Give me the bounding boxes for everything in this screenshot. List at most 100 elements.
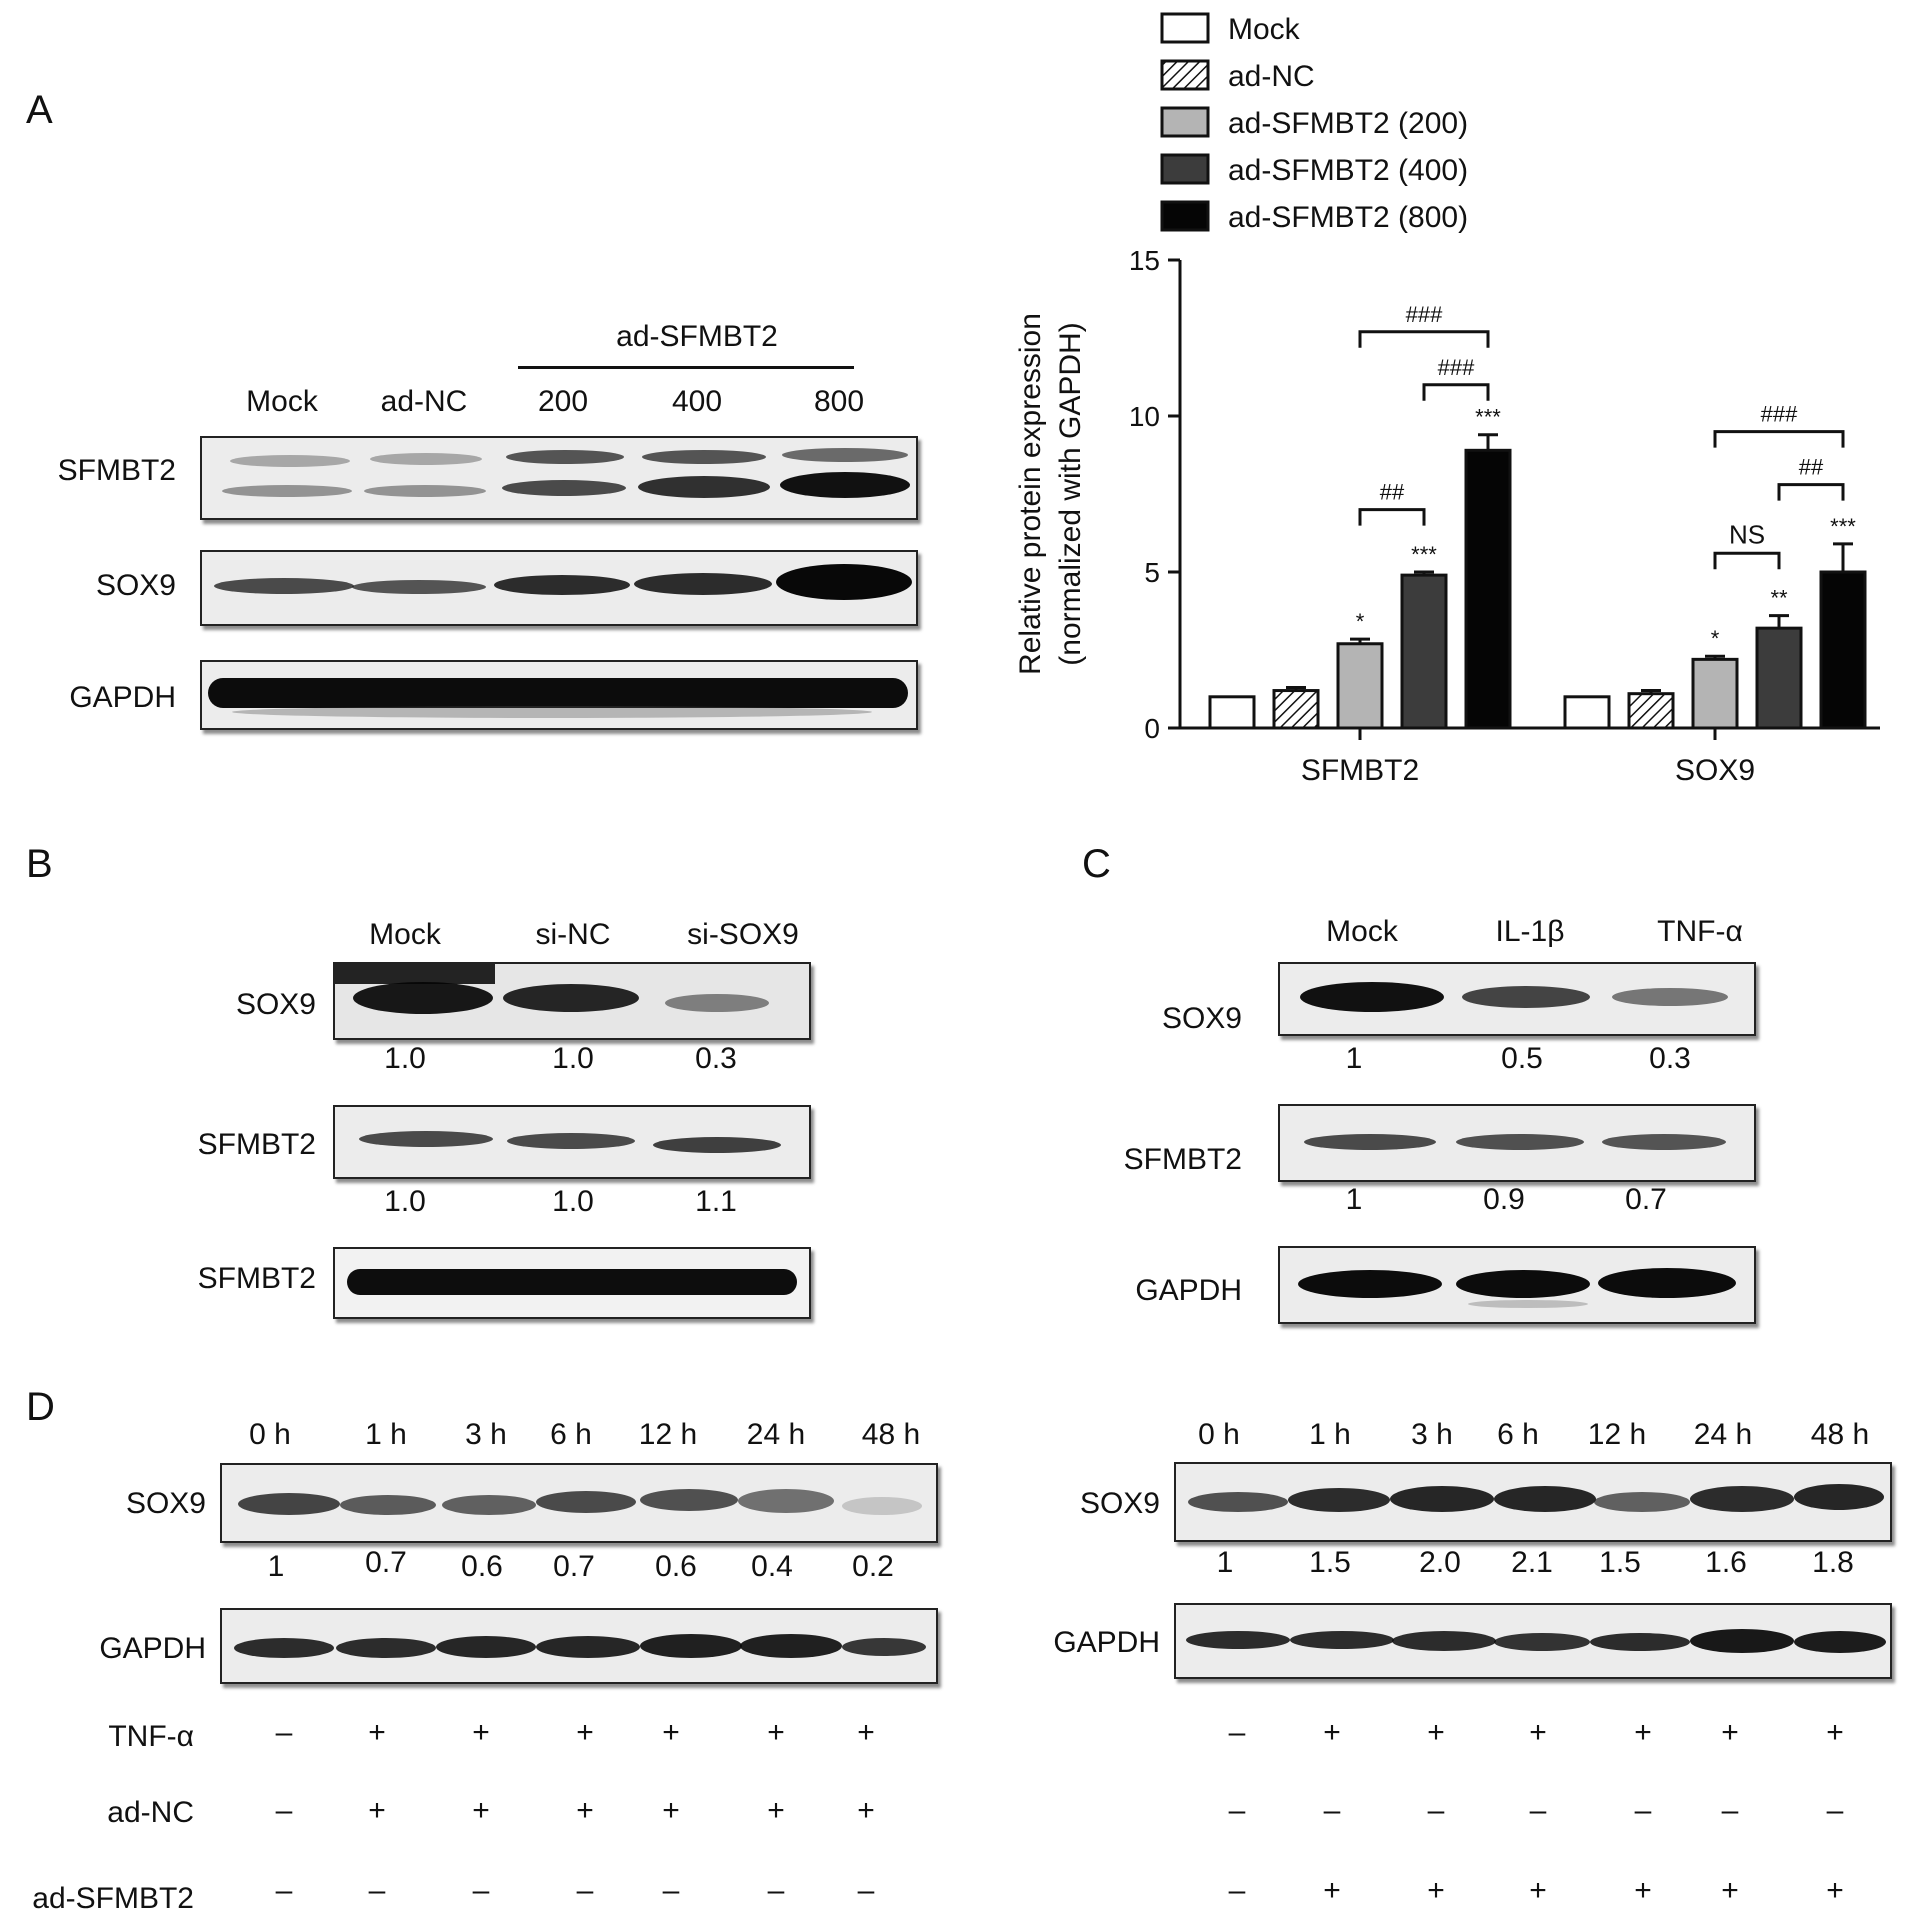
blot-d-left-sox9	[220, 1463, 938, 1543]
panel-c-quant-value: 1	[1345, 1042, 1363, 1075]
band	[740, 1634, 842, 1658]
band	[336, 1638, 436, 1658]
legend-swatch	[1160, 59, 1210, 91]
treatment-sign: –	[1529, 1794, 1547, 1827]
band	[232, 706, 872, 718]
treatment-sign: +	[472, 1794, 490, 1827]
panel-d-treatment-label: TNF-α	[108, 1720, 194, 1753]
bar	[1272, 689, 1320, 730]
panel-b-lane-label: si-NC	[535, 918, 611, 951]
chart-axes: 0 5 10 15 Relative protein expression (normal…	[1014, 245, 1880, 787]
band	[1392, 1631, 1496, 1651]
band	[642, 450, 766, 464]
panel-d-left-quant-value: 0.7	[365, 1546, 407, 1579]
blot-d-right-sox9	[1174, 1462, 1892, 1542]
treatment-sign: +	[368, 1716, 386, 1749]
band	[1468, 1300, 1588, 1308]
panel-d-right-time-label: 12 h	[1587, 1418, 1647, 1451]
blot-a-sox9	[200, 550, 918, 626]
band	[1494, 1486, 1596, 1512]
band	[842, 1638, 926, 1656]
significance-stars: ***	[1830, 514, 1856, 539]
comparison-label: ###	[1406, 302, 1443, 327]
band	[494, 575, 630, 595]
treatment-sign: +	[767, 1716, 785, 1749]
panel-d-left-quant-value: 1	[267, 1550, 285, 1583]
chart-legend: Mock ad-NC ad-SFMBT2 (200) ad-SFMBT2 (400) a…	[1160, 12, 1468, 234]
panel-a-group-header: ad-SFMBT2	[616, 320, 778, 353]
treatment-sign: +	[1427, 1716, 1445, 1749]
treatment-sign: +	[1634, 1874, 1652, 1907]
panel-c-quant-value: 0.9	[1483, 1183, 1525, 1216]
treatment-sign: +	[1826, 1874, 1844, 1907]
y-axis-title-line: (normalized with GAPDH)	[1054, 322, 1087, 665]
band	[536, 1491, 636, 1513]
blot-c-gapdh	[1278, 1246, 1756, 1324]
treatment-sign: –	[1323, 1794, 1341, 1827]
treatment-sign: +	[767, 1794, 785, 1827]
band	[1602, 1134, 1726, 1150]
panel-d-left-time-label: 0 h	[249, 1418, 291, 1451]
blot-b-sfmbt2	[333, 1105, 811, 1179]
treatment-sign: +	[1427, 1874, 1445, 1907]
x-tick-label: SOX9	[1675, 754, 1755, 787]
panel-b-quant-value: 1.0	[552, 1185, 594, 1218]
panel-d-left-time-label: 48 h	[861, 1418, 921, 1451]
band	[640, 1634, 742, 1658]
panel-b-quant-value: 1.0	[384, 1185, 426, 1218]
band	[1304, 1134, 1436, 1150]
comparison-bracket	[1358, 330, 1490, 348]
band	[842, 1497, 922, 1515]
band	[782, 448, 908, 462]
panel-d-left-time-label: 24 h	[746, 1418, 806, 1451]
treatment-sign: –	[1721, 1794, 1739, 1827]
band	[214, 578, 354, 594]
band	[1300, 982, 1444, 1012]
panel-a-lane-label: 400	[671, 385, 723, 418]
band	[335, 964, 495, 984]
y-tick-label: 15	[1129, 245, 1160, 276]
bar	[1755, 626, 1803, 730]
significance-stars: *	[1711, 626, 1720, 651]
band	[503, 984, 639, 1012]
panel-c-quant-value: 0.3	[1649, 1042, 1691, 1075]
blot-b-sfmbt2-2	[333, 1247, 811, 1319]
y-tick-label: 10	[1129, 401, 1160, 432]
comparison-label: ##	[1799, 455, 1824, 480]
legend-label: ad-SFMBT2 (200)	[1228, 107, 1468, 140]
panel-d-right-time-label: 24 h	[1693, 1418, 1753, 1451]
band	[638, 476, 770, 498]
legend-swatch	[1160, 12, 1210, 44]
blot-a-gapdh	[200, 660, 918, 730]
band	[1690, 1629, 1794, 1653]
treatment-sign: –	[1427, 1794, 1445, 1827]
comparison-label: ###	[1438, 355, 1475, 380]
panel-a-lane-label: ad-NC	[380, 385, 468, 418]
treatment-sign: –	[275, 1794, 293, 1827]
band	[353, 982, 493, 1014]
comparison-label: ##	[1380, 480, 1405, 505]
panel-b-row-label: SOX9	[235, 988, 316, 1021]
blot-c-sox9	[1278, 962, 1756, 1036]
panel-b-quant-value: 0.3	[695, 1042, 737, 1075]
blot-d-left-gapdh	[220, 1608, 938, 1684]
panel-a-row-label: SFMBT2	[57, 454, 176, 487]
band	[1188, 1492, 1288, 1512]
bar	[1464, 448, 1512, 730]
legend-label: Mock	[1228, 13, 1301, 46]
treatment-sign: +	[576, 1794, 594, 1827]
panel-d-right-time-label: 48 h	[1810, 1418, 1870, 1451]
treatment-sign: +	[1721, 1716, 1739, 1749]
band	[665, 994, 769, 1012]
panel-c-lane-label: TNF-α	[1657, 915, 1743, 948]
panel-b-quant-value: 1.0	[384, 1042, 426, 1075]
panel-d-left-quant-value: 0.6	[461, 1550, 503, 1583]
band	[1690, 1486, 1794, 1512]
panel-c-row-label: SFMBT2	[1123, 1143, 1242, 1176]
band	[436, 1636, 536, 1658]
band	[1590, 1633, 1690, 1651]
band	[347, 1269, 797, 1295]
band	[1186, 1631, 1290, 1649]
x-tick-label: SFMBT2	[1301, 754, 1419, 787]
panel-d-right-time-label: 3 h	[1411, 1418, 1453, 1451]
